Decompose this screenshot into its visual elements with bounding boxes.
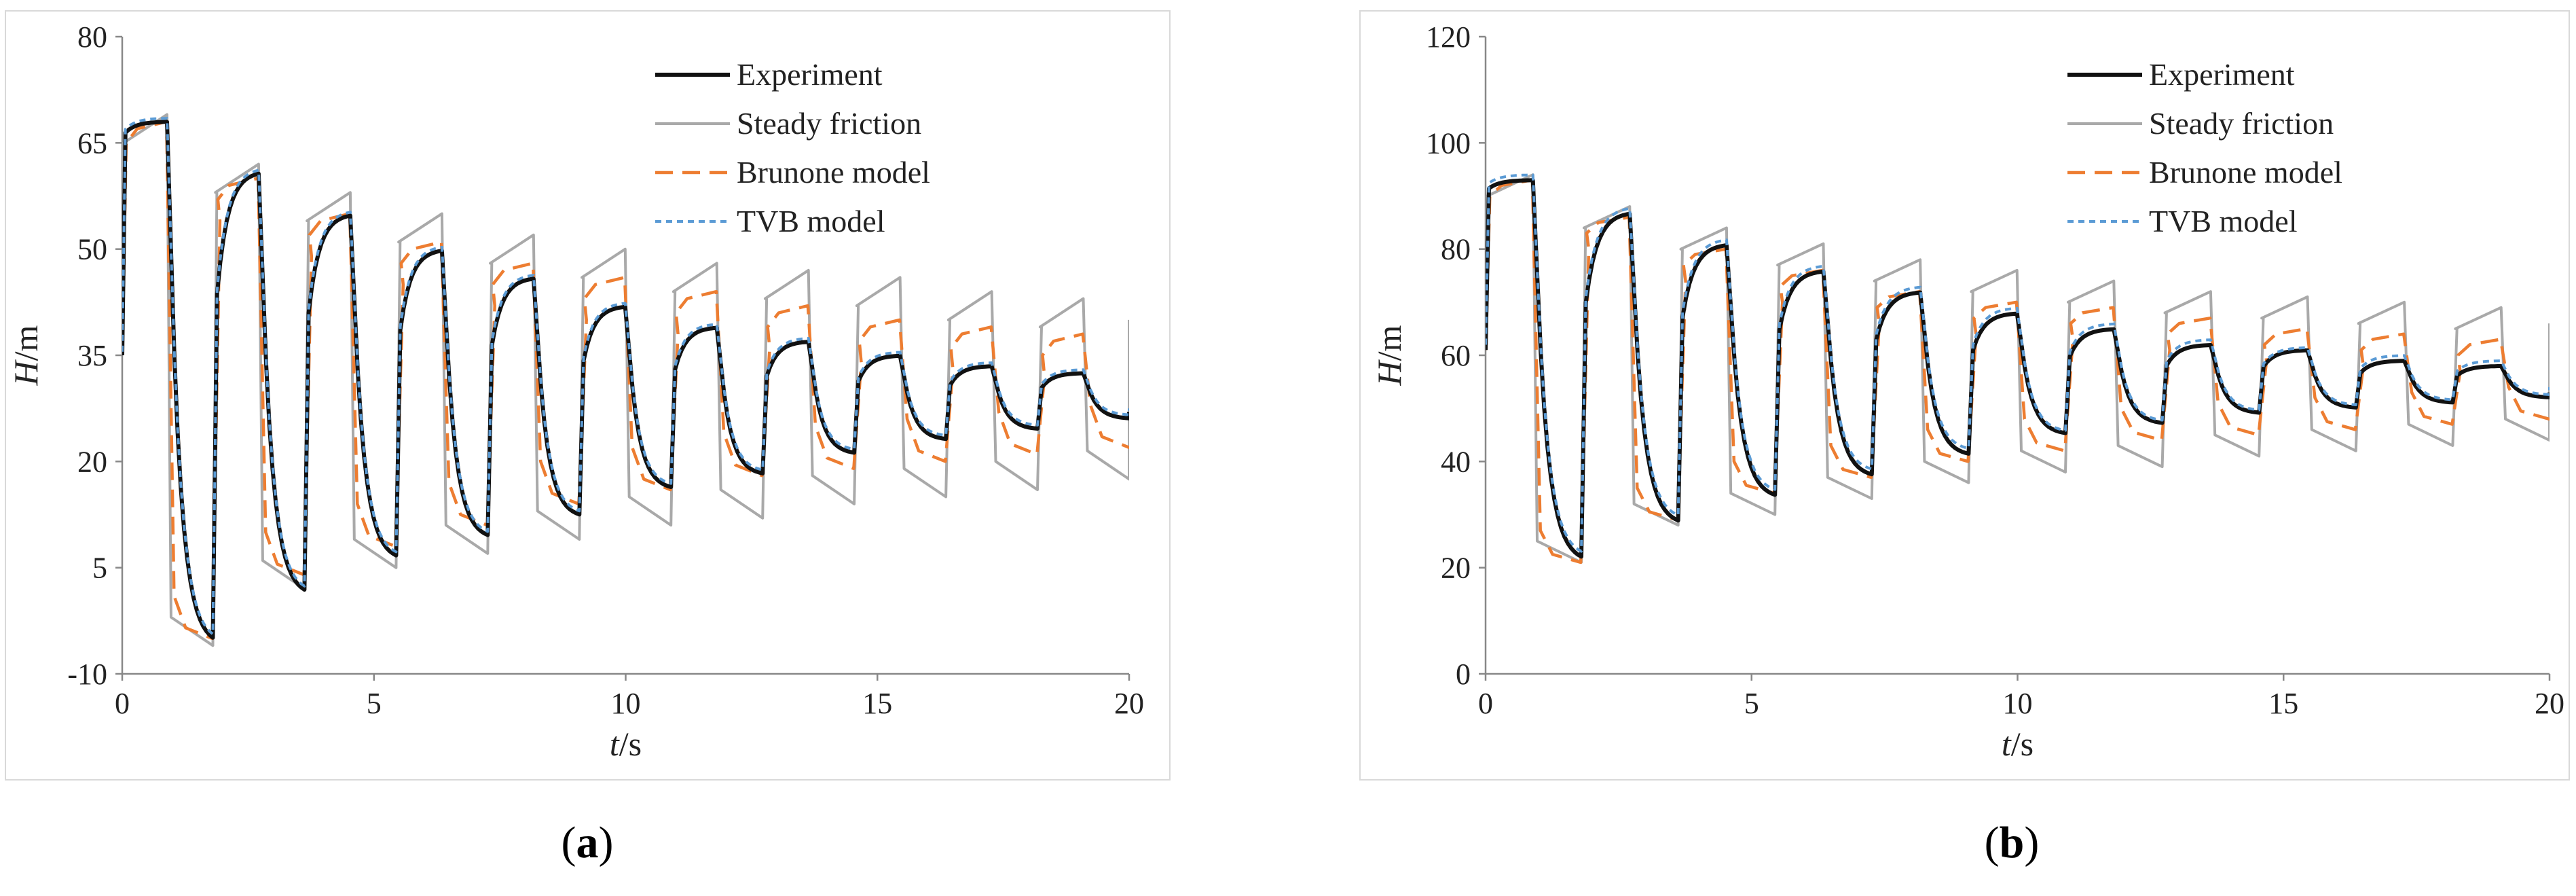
- x-tick-label: 0: [1478, 687, 1493, 720]
- y-tick-label: 40: [1441, 445, 1471, 478]
- y-tick-label: 0: [1456, 658, 1471, 691]
- y-tick-label: 20: [1441, 552, 1471, 585]
- y-tick-label: 20: [77, 445, 107, 478]
- panel-caption: (a): [562, 818, 614, 867]
- y-axis-label-unit: /m: [1370, 325, 1408, 361]
- panel-caption-letter: a: [576, 818, 599, 867]
- legend-label: Experiment: [737, 57, 883, 92]
- y-axis-label: H/m: [7, 325, 45, 386]
- legend-label: Steady friction: [2149, 106, 2334, 141]
- y-tick-label: 65: [77, 126, 107, 160]
- legend-label: TVB model: [737, 204, 885, 238]
- x-axis-label-symbol: t: [610, 725, 620, 763]
- x-axis-label: t/s: [2002, 725, 2034, 763]
- y-tick-label: -10: [67, 658, 107, 691]
- y-tick-label: 35: [77, 339, 107, 372]
- y-axis-label-unit: /m: [7, 325, 45, 361]
- legend-label: Brunone model: [2149, 155, 2342, 190]
- x-axis-label: t/s: [610, 725, 642, 763]
- series-line-brunone-model: [122, 120, 1129, 641]
- y-tick-label: 80: [77, 20, 107, 54]
- y-tick-label: 50: [77, 233, 107, 266]
- x-tick-label: 10: [611, 687, 641, 720]
- legend-label: Steady friction: [737, 106, 921, 141]
- x-tick-label: 20: [2535, 687, 2564, 720]
- y-axis-label-symbol: H: [1370, 359, 1408, 386]
- y-tick-label: 80: [1441, 233, 1471, 266]
- chart-frame: [1359, 10, 2570, 781]
- series-line-experiment: [122, 120, 1129, 640]
- chart-frame: [5, 10, 1171, 781]
- x-axis-label-unit: /s: [2011, 725, 2034, 763]
- y-tick-label: 5: [92, 552, 107, 585]
- legend: Experiment Steady friction Brunone model TV…: [655, 57, 930, 238]
- y-tick-label: 100: [1426, 126, 1471, 160]
- x-tick-label: 20: [1114, 687, 1144, 720]
- y-tick-label: 120: [1426, 20, 1471, 54]
- x-axis-label-unit: /s: [619, 725, 642, 763]
- x-tick-label: 15: [862, 687, 892, 720]
- panel-caption: (b): [1985, 818, 2040, 867]
- legend-label: Brunone model: [737, 155, 930, 190]
- chart-panel-b: 0 20 40 60 80 100 120 0 5 10 15 20 t/s H/m Experiment S…: [1359, 10, 2570, 867]
- x-tick-label: 10: [2003, 687, 2033, 720]
- chart-panel-a: -10 5 20 35 50 65 80 0 5 10 15 20 t/s H/m Experiment St…: [5, 10, 1171, 867]
- panel-caption-letter: b: [2000, 818, 2025, 867]
- y-axis-label-symbol: H: [7, 359, 45, 386]
- x-tick-label: 0: [115, 687, 130, 720]
- x-axis-label-symbol: t: [2002, 725, 2012, 763]
- x-tick-label: 5: [367, 687, 382, 720]
- legend-label: TVB model: [2149, 204, 2297, 238]
- y-axis-label: H/m: [1370, 325, 1408, 386]
- legend-label: Experiment: [2149, 57, 2295, 92]
- x-tick-label: 15: [2268, 687, 2298, 720]
- series-line-tvb-model: [1486, 173, 2550, 553]
- y-tick-label: 60: [1441, 339, 1471, 372]
- series-line-tvb-model: [122, 117, 1129, 636]
- legend: Experiment Steady friction Brunone model TV…: [2067, 57, 2342, 238]
- x-tick-label: 5: [1744, 687, 1759, 720]
